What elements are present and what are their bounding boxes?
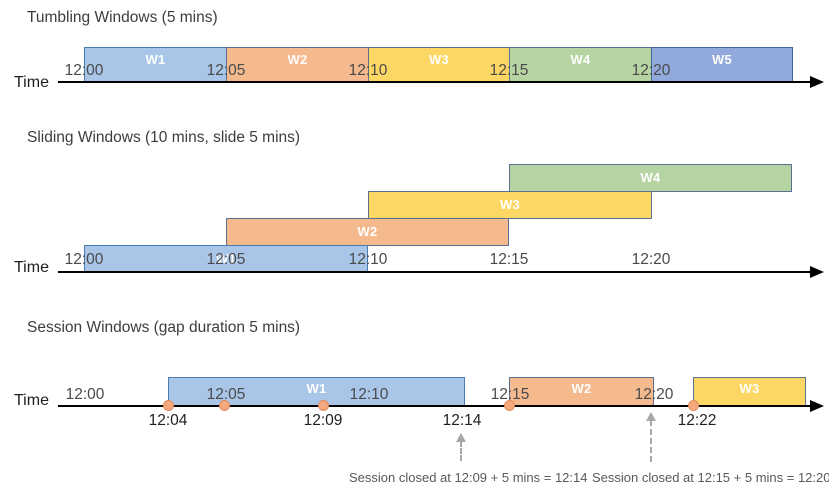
callout-arrow-icon bbox=[456, 433, 466, 442]
event-time-label: 12:09 bbox=[303, 412, 343, 429]
sliding-window-w1: W1 bbox=[84, 245, 368, 273]
tick-label: 12:05 bbox=[206, 62, 246, 79]
tick-label: 12:10 bbox=[348, 251, 388, 268]
callout-arrow-line bbox=[650, 420, 652, 462]
session-time-axis-label: Time bbox=[14, 392, 49, 409]
window-label: W5 bbox=[711, 52, 733, 67]
session-window-w2: W2 bbox=[509, 377, 654, 406]
sliding-window-w4: W4 bbox=[509, 164, 792, 192]
window-label: W3 bbox=[499, 196, 521, 212]
tick-label: 12:15 bbox=[490, 386, 530, 403]
sliding-window-w2: W2 bbox=[226, 218, 509, 246]
sliding-time-axis bbox=[58, 271, 812, 274]
sliding-section-title: Sliding Windows (10 mins, slide 5 mins) bbox=[27, 129, 301, 146]
window-label: W4 bbox=[570, 52, 591, 67]
tumbling-section-title: Tumbling Windows (5 mins) bbox=[27, 9, 218, 26]
tick-label: 12:05 bbox=[206, 386, 246, 403]
session-close-annotation: Session closed at 12:15 + 5 mins = 12:20 bbox=[592, 470, 829, 485]
tumbling-time-axis-label: Time bbox=[14, 74, 49, 91]
window-label: W4 bbox=[640, 169, 661, 185]
tick-label: 12:15 bbox=[489, 251, 529, 268]
event-time-label: 12:14 bbox=[442, 412, 482, 429]
window-label: W3 bbox=[739, 381, 760, 396]
tumbling-window-w4: W4 bbox=[509, 47, 652, 82]
tick-label: 12:20 bbox=[631, 251, 671, 268]
event-time-label: 12:04 bbox=[148, 412, 188, 429]
window-label: W1 bbox=[215, 250, 237, 266]
callout-arrow-icon bbox=[646, 412, 656, 421]
tick-label: 12:20 bbox=[631, 62, 671, 79]
tumbling-window-w5: W5 bbox=[651, 47, 793, 82]
sliding-window-w3: W3 bbox=[368, 191, 652, 219]
tick-label: 12:00 bbox=[64, 251, 104, 268]
window-label: W1 bbox=[145, 52, 166, 67]
tick-label: 12:10 bbox=[349, 386, 389, 403]
sliding-axis-arrowhead-icon bbox=[810, 266, 824, 278]
window-label: W2 bbox=[571, 381, 592, 396]
tick-label: 12:15 bbox=[489, 62, 529, 79]
event-dot bbox=[163, 400, 174, 411]
window-label: W2 bbox=[357, 223, 378, 239]
event-dot bbox=[219, 400, 230, 411]
tumbling-time-axis bbox=[58, 81, 812, 84]
tick-label: 12:10 bbox=[348, 62, 388, 79]
tick-label: 12:00 bbox=[64, 62, 104, 79]
window-label: W1 bbox=[306, 381, 327, 396]
session-section-title: Session Windows (gap duration 5 mins) bbox=[27, 319, 301, 336]
session-time-axis bbox=[58, 405, 812, 408]
tick-label: 12:00 bbox=[65, 386, 105, 403]
session-axis-arrowhead-icon bbox=[810, 400, 824, 412]
session-close-annotation: Session closed at 12:09 + 5 mins = 12:14 bbox=[349, 470, 588, 485]
session-window-w3: W3 bbox=[693, 377, 806, 406]
tumbling-window-w2: W2 bbox=[226, 47, 369, 82]
tick-label: 12:05 bbox=[206, 251, 246, 268]
event-dot bbox=[318, 400, 329, 411]
tumbling-window-w1: W1 bbox=[84, 47, 227, 82]
callout-arrow-line bbox=[460, 441, 462, 461]
tick-label: 12:20 bbox=[634, 386, 674, 403]
event-dot bbox=[688, 400, 699, 411]
event-time-label: 12:22 bbox=[677, 412, 717, 429]
window-label: W2 bbox=[287, 52, 308, 67]
window-label: W3 bbox=[428, 52, 450, 67]
sliding-time-axis-label: Time bbox=[14, 259, 49, 276]
event-dot bbox=[504, 400, 515, 411]
tumbling-axis-arrowhead-icon bbox=[810, 76, 824, 88]
